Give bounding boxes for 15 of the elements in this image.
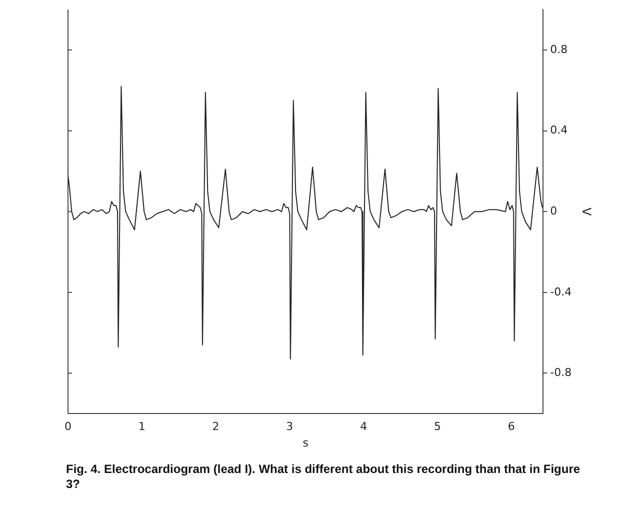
x-tick-label: 4 xyxy=(360,420,368,434)
x-axis-title: s xyxy=(302,436,309,450)
y-tick-label: 0.8 xyxy=(550,42,568,56)
x-tick-label: 2 xyxy=(212,420,220,434)
y-axis-title: V xyxy=(580,207,594,216)
x-tick-label: 5 xyxy=(434,420,441,434)
x-tick-label: 6 xyxy=(508,420,515,434)
x-tick-label: 3 xyxy=(286,420,294,434)
x-tick-label: 0 xyxy=(64,420,72,434)
y-tick-label: 0.4 xyxy=(550,124,568,137)
caption: Fig. 4. Electrocardiogram (lead I). What is different about this recording than that in Figure 3? xyxy=(66,462,582,492)
y-tick-label: -0.4 xyxy=(550,285,572,298)
x-tick-label: 1 xyxy=(138,420,146,434)
y-tick-label: -0.8 xyxy=(550,366,572,380)
y-tick-label: 0 xyxy=(550,204,558,218)
